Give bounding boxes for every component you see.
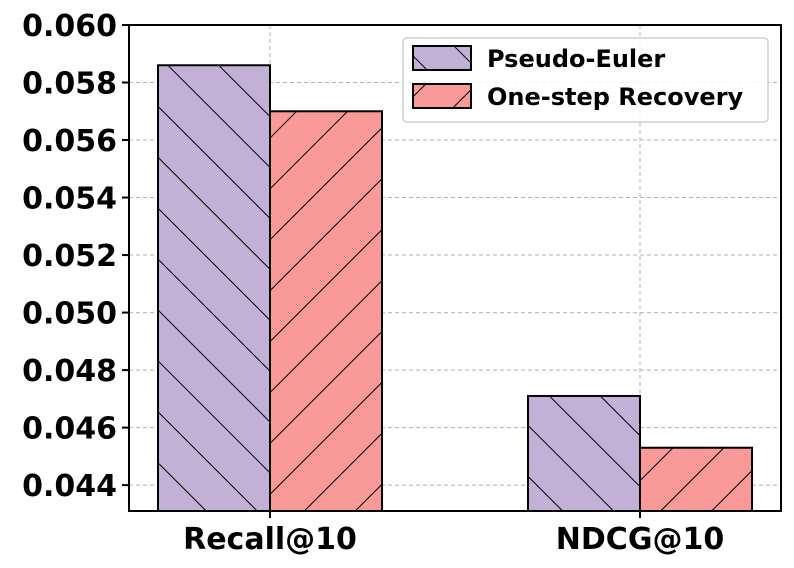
legend-swatch — [412, 45, 472, 71]
legend-box — [402, 37, 769, 123]
y-axis: 0.044 0.046 0.048 0.050 0.052 0.054 0.056 0.058… — [22, 9, 129, 504]
bar — [527, 394, 641, 511]
x-tick-label: NDCG@10 — [556, 522, 724, 557]
x-axis: Recall@10 NDCG@10 — [183, 511, 724, 557]
legend-swatch — [412, 83, 472, 109]
legend-label: One-step Recovery — [487, 83, 744, 111]
x-tick-label: Recall@10 — [183, 522, 357, 557]
bar — [639, 446, 753, 511]
plot-frame — [128, 24, 782, 512]
y-tick-label: 0.054 — [22, 182, 117, 217]
y-tick-label: 0.044 — [22, 469, 117, 504]
y-tick-label: 0.050 — [22, 297, 117, 332]
bar — [269, 110, 383, 511]
bars-group — [157, 64, 753, 511]
y-tick-label: 0.046 — [22, 412, 117, 447]
y-tick-label: 0.056 — [22, 124, 117, 159]
y-tick-label: 0.058 — [22, 67, 117, 102]
legend: Pseudo-Euler One-step Recovery — [402, 37, 769, 123]
y-tick-label: 0.048 — [22, 354, 117, 389]
bar — [157, 64, 271, 511]
y-tick-label: 0.052 — [22, 239, 117, 274]
legend-label: Pseudo-Euler — [487, 45, 665, 73]
y-tick-label: 0.060 — [22, 9, 117, 44]
